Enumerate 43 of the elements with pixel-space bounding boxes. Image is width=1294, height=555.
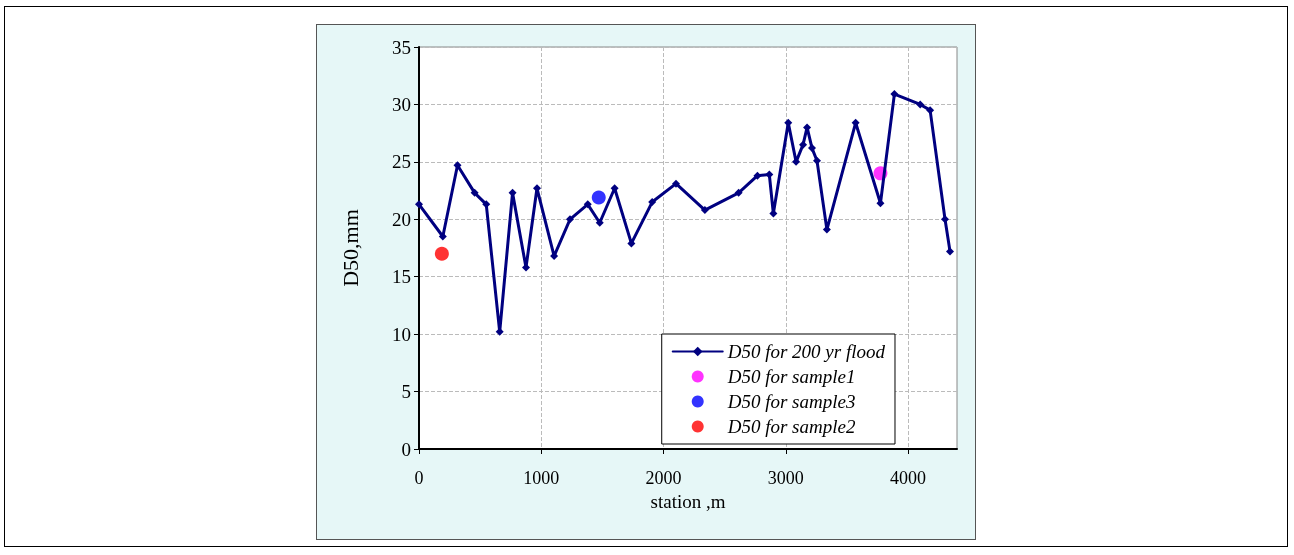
point [753,171,762,180]
y-tick-label: 20 [392,208,411,230]
y-tick-label: 0 [401,438,411,460]
x-tick-label: 0 [414,468,424,488]
y-tick-label: 10 [392,323,411,345]
point [700,206,709,215]
point [799,140,808,149]
point [438,232,447,241]
point [916,100,925,109]
y-tick-label: 35 [392,36,411,58]
point [807,144,816,153]
x-axis-title: station ,m [650,490,726,512]
y-tick-label: 5 [401,381,411,403]
y-tick-label: 30 [392,93,411,115]
point [482,200,491,209]
point [566,215,575,224]
point [734,188,743,197]
point [946,247,955,256]
point [765,170,774,179]
point [595,218,604,227]
x-tick-label: 3000 [767,468,804,488]
point [672,179,681,188]
x-tick-label: 1000 [523,468,560,488]
point [784,118,793,127]
point [890,90,899,99]
legend-label: D50 for 200 yr flood [726,341,886,362]
y-tick-label: 15 [392,266,411,288]
y-axis-title: D50,mm [337,209,363,287]
legend-label: D50 for sample2 [726,416,856,437]
point [583,200,592,209]
x-tick-label: 4000 [890,468,927,488]
point [813,156,821,165]
point [434,246,449,261]
point [470,188,479,197]
point [508,188,517,197]
legend-label: D50 for sample1 [726,366,856,387]
y-tick-label: 25 [392,151,411,173]
point [648,198,657,207]
x-tick-label: 2000 [645,468,682,488]
point [591,190,606,205]
legend-label: D50 for sample3 [726,391,856,412]
point [415,200,423,209]
point [941,215,950,224]
